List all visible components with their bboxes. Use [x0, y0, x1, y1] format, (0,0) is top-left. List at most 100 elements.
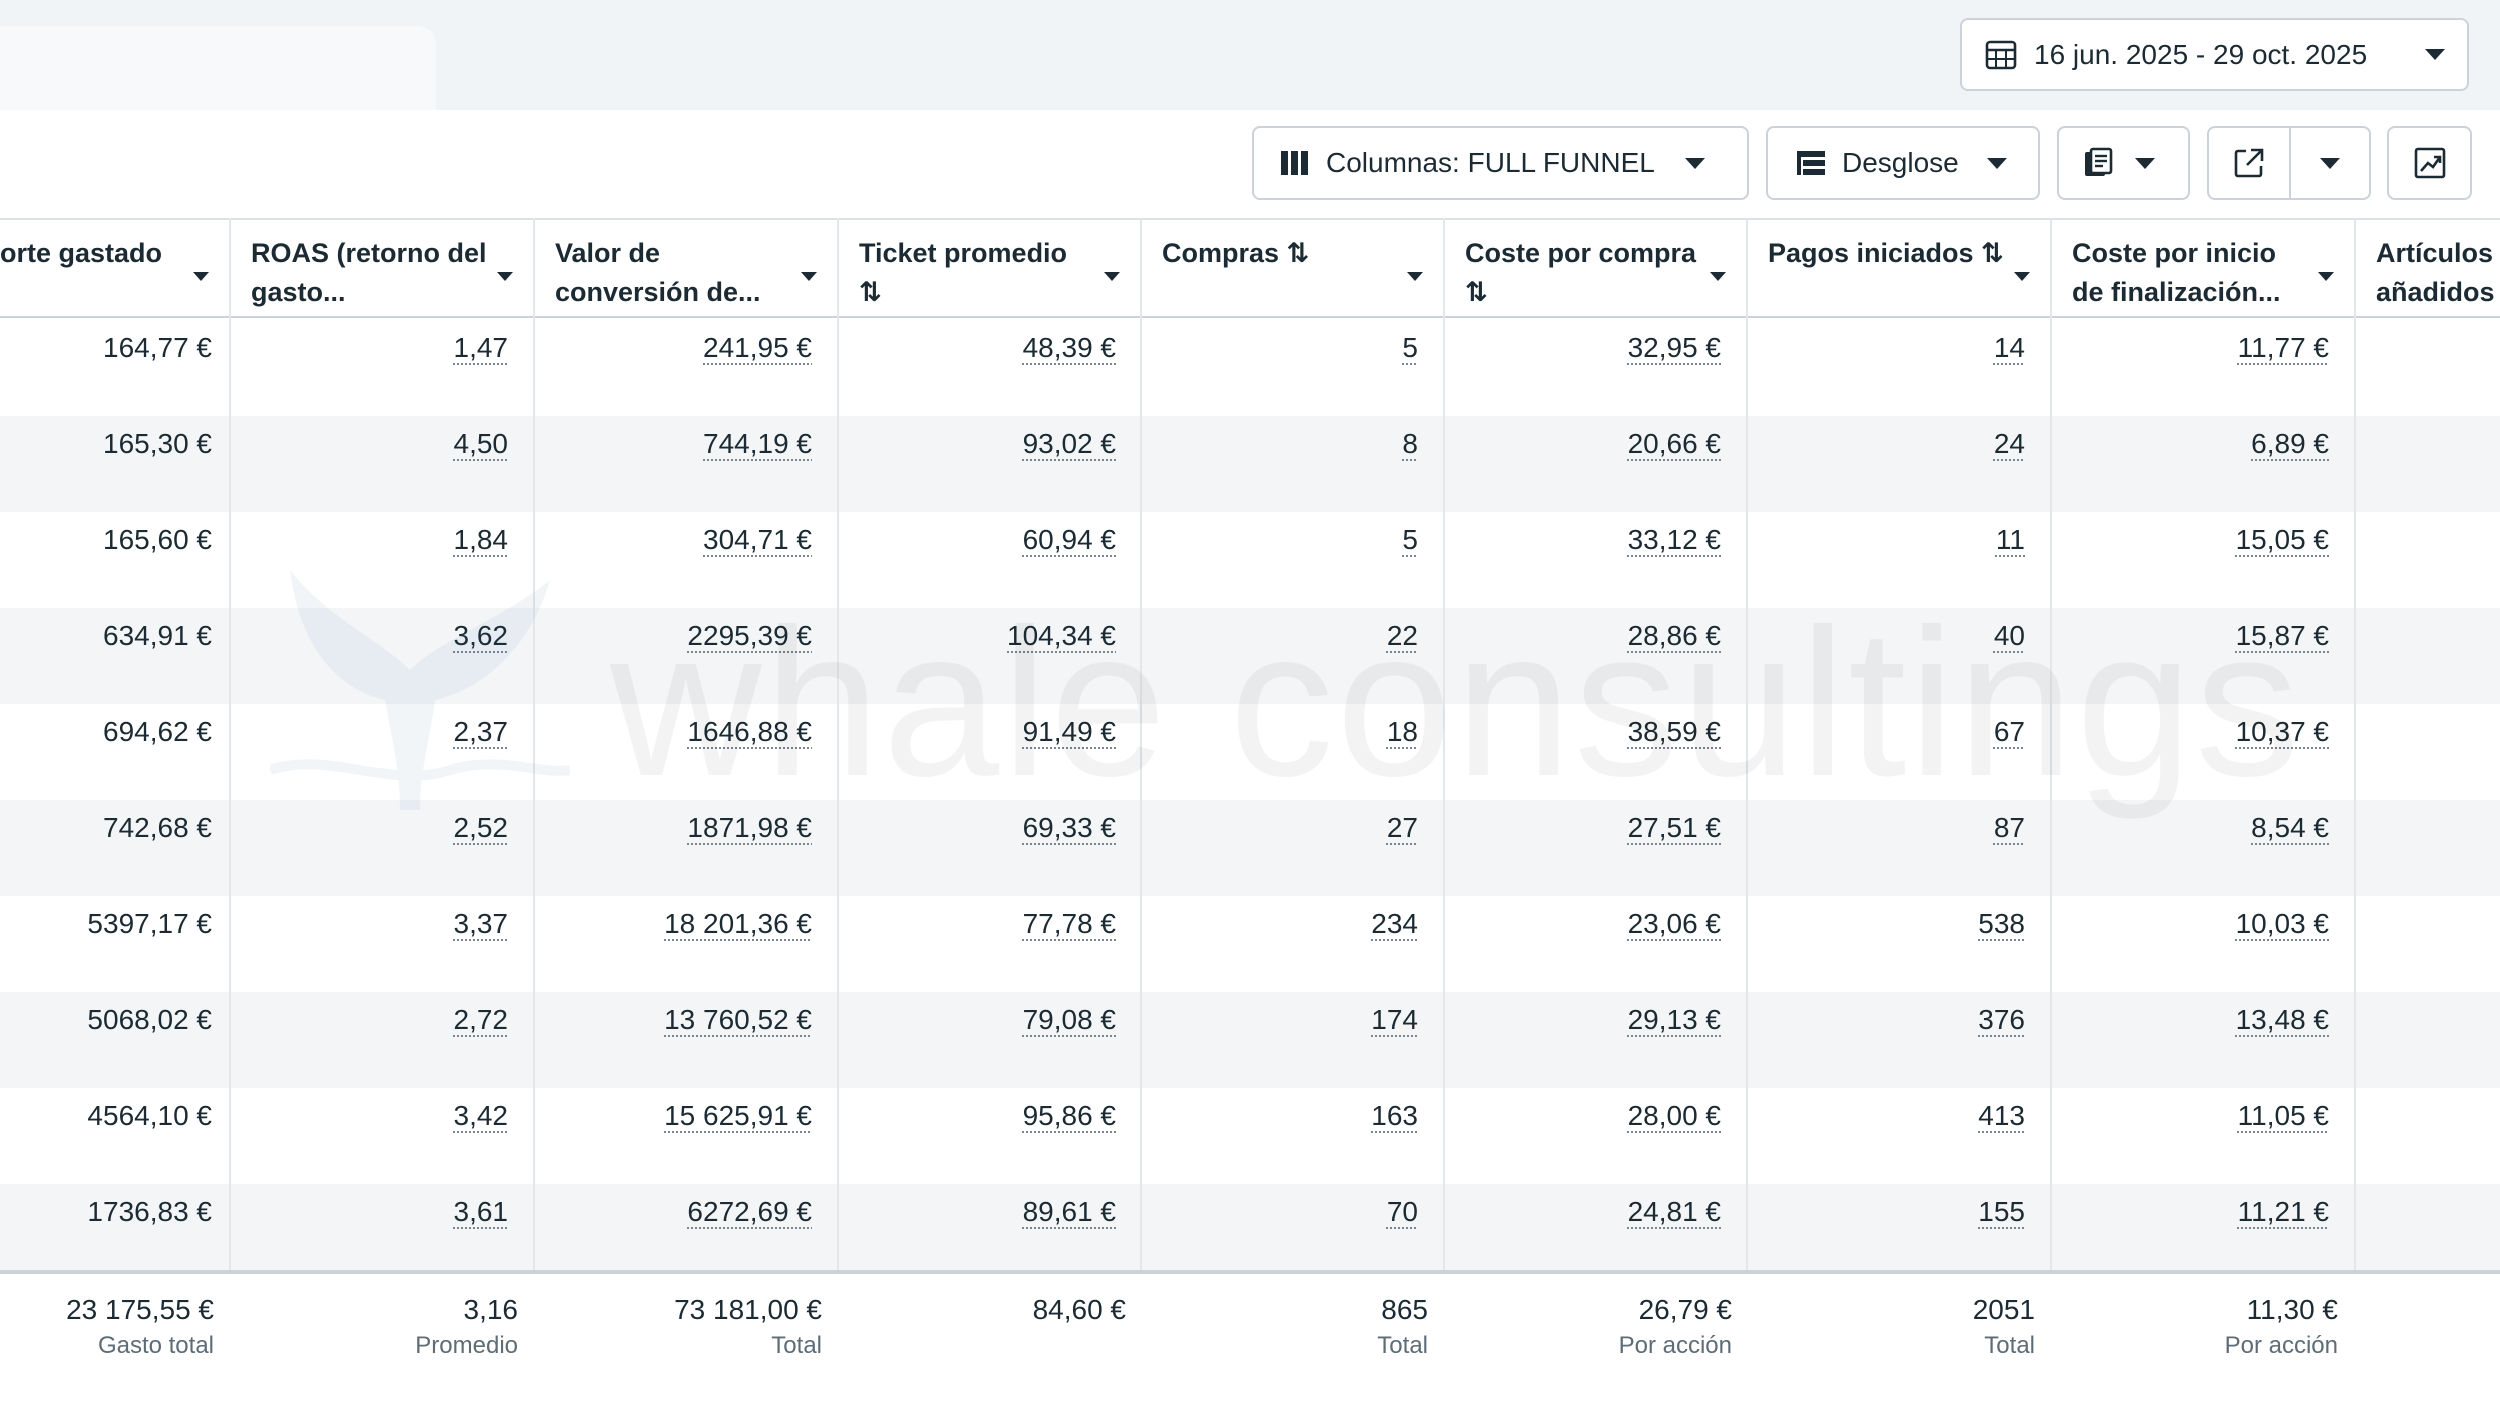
- table-cell[interactable]: 15 625,91 €: [664, 1100, 812, 1131]
- table-cell[interactable]: 23,06 €: [1627, 908, 1721, 939]
- table-cell[interactable]: 91,49 €: [1022, 716, 1116, 747]
- table-cell[interactable]: 13 760,52 €: [664, 1004, 812, 1035]
- table-cell[interactable]: 538: [1978, 908, 2025, 939]
- table-cell[interactable]: 38,59 €: [1627, 716, 1721, 747]
- table-cell[interactable]: 11,21 €: [2237, 1196, 2329, 1227]
- column-header-label: Compras ⇅: [1162, 238, 1310, 268]
- table-cell[interactable]: 60,94 €: [1022, 524, 1116, 555]
- table-cell[interactable]: 93,02 €: [1022, 428, 1116, 459]
- table-cell[interactable]: 241,95 €: [703, 332, 812, 363]
- table-cell[interactable]: 18 201,36 €: [664, 908, 812, 939]
- table-cell[interactable]: 6,89 €: [2251, 428, 2329, 459]
- column-header[interactable]: orte gastado: [0, 220, 229, 320]
- sort-menu-caret-icon[interactable]: [1407, 272, 1423, 281]
- table-cell[interactable]: 95,86 €: [1022, 1100, 1116, 1131]
- table-cell[interactable]: 413: [1978, 1100, 2025, 1131]
- column-header[interactable]: ROAS (retorno del gasto...: [229, 220, 533, 320]
- table-cell[interactable]: 1646,88 €: [687, 716, 812, 747]
- table-cell[interactable]: 3,37: [453, 908, 509, 939]
- table-cell[interactable]: 1,47: [453, 332, 509, 363]
- column-divider: [1443, 218, 1445, 1420]
- table-cell[interactable]: 32,95 €: [1627, 332, 1721, 363]
- table-cell[interactable]: 104,34 €: [1007, 620, 1116, 651]
- sort-menu-caret-icon[interactable]: [2014, 272, 2030, 281]
- table-cell[interactable]: 33,12 €: [1627, 524, 1721, 555]
- breakdown-button[interactable]: Desglose: [1766, 126, 2040, 200]
- chart-button[interactable]: [2387, 126, 2472, 200]
- column-header[interactable]: Pagos iniciados ⇅: [1746, 220, 2050, 320]
- table-cell[interactable]: 48,39 €: [1022, 332, 1116, 363]
- table-cell[interactable]: 5: [1402, 524, 1418, 555]
- table-cell[interactable]: 10,03 €: [2235, 908, 2329, 939]
- table-cell[interactable]: 67: [1993, 716, 2025, 747]
- table-cell[interactable]: 20,66 €: [1627, 428, 1721, 459]
- column-header[interactable]: Valor de conversión de...: [533, 220, 837, 320]
- columns-button[interactable]: Columnas: FULL FUNNEL: [1252, 126, 1749, 200]
- table-cell[interactable]: 2,52: [453, 812, 509, 843]
- table-cell[interactable]: 3,62: [453, 620, 509, 651]
- table-cell[interactable]: 2295,39 €: [687, 620, 812, 651]
- export-button[interactable]: [2209, 128, 2289, 198]
- table-cell[interactable]: 8: [1402, 428, 1418, 459]
- search-area[interactable]: [0, 26, 436, 110]
- table-cell[interactable]: 27: [1386, 812, 1418, 843]
- table-cell[interactable]: 69,33 €: [1022, 812, 1116, 843]
- table-cell[interactable]: 155: [1978, 1196, 2025, 1227]
- table-row: 5068,02 € 2,72 13 760,52 € 79,08 € 174 29,13 …: [0, 992, 2500, 1088]
- column-header[interactable]: Ticket promedio ⇅: [837, 220, 1140, 320]
- table-cell[interactable]: 11,05 €: [2237, 1100, 2329, 1131]
- table-cell[interactable]: 29,13 €: [1627, 1004, 1721, 1035]
- table-cell[interactable]: 1,84: [453, 524, 509, 555]
- table-cell[interactable]: 24: [1993, 428, 2025, 459]
- table-cell[interactable]: 744,19 €: [703, 428, 812, 459]
- table-cell[interactable]: 24,81 €: [1627, 1196, 1721, 1227]
- table-cell[interactable]: 1871,98 €: [687, 812, 812, 843]
- column-header[interactable]: Coste por inicio de finalización...: [2050, 220, 2354, 320]
- table-cell[interactable]: 11,77 €: [2237, 332, 2329, 363]
- table-cell[interactable]: 70: [1386, 1196, 1418, 1227]
- column-header[interactable]: Artículos añadidos: [2354, 220, 2500, 320]
- table-cell[interactable]: 10,37 €: [2235, 716, 2329, 747]
- table-cell[interactable]: 4,50: [453, 428, 509, 459]
- table-cell[interactable]: 27,51 €: [1627, 812, 1721, 843]
- table-cell[interactable]: 163: [1371, 1100, 1418, 1131]
- total-label: Por acción: [2224, 1332, 2338, 1359]
- table-cell[interactable]: 174: [1371, 1004, 1418, 1035]
- column-header[interactable]: Compras ⇅: [1140, 220, 1443, 320]
- sort-menu-caret-icon[interactable]: [497, 272, 513, 281]
- table-cell[interactable]: 77,78 €: [1022, 908, 1116, 939]
- table-cell[interactable]: 22: [1386, 620, 1418, 651]
- table-cell[interactable]: 3,61: [453, 1196, 509, 1227]
- table-cell[interactable]: 234: [1371, 908, 1418, 939]
- export-options-button[interactable]: [2288, 128, 2369, 198]
- table-cell[interactable]: 28,86 €: [1627, 620, 1721, 651]
- table-cell[interactable]: 11: [1995, 524, 2025, 555]
- column-header-label: Coste por compra ⇅: [1465, 238, 1697, 307]
- table-cell[interactable]: 40: [1993, 620, 2025, 651]
- table-cell[interactable]: 87: [1993, 812, 2025, 843]
- table-cell[interactable]: 14: [1993, 332, 2025, 363]
- table-cell[interactable]: 15,05 €: [2235, 524, 2329, 555]
- date-range-picker[interactable]: 16 jun. 2025 - 29 oct. 2025: [1960, 18, 2469, 91]
- table-cell[interactable]: 3,42: [453, 1100, 509, 1131]
- table-cell[interactable]: 89,61 €: [1022, 1196, 1116, 1227]
- table-cell[interactable]: 6272,69 €: [687, 1196, 812, 1227]
- table-cell[interactable]: 18: [1386, 716, 1418, 747]
- sort-menu-caret-icon[interactable]: [1710, 272, 1726, 281]
- reports-button[interactable]: [2057, 126, 2190, 200]
- table-cell[interactable]: 79,08 €: [1022, 1004, 1116, 1035]
- sort-menu-caret-icon[interactable]: [193, 272, 209, 281]
- column-header[interactable]: Coste por compra ⇅: [1443, 220, 1746, 320]
- table-cell[interactable]: 13,48 €: [2235, 1004, 2329, 1035]
- table-cell[interactable]: 376: [1978, 1004, 2025, 1035]
- table-cell[interactable]: 304,71 €: [703, 524, 812, 555]
- table-cell[interactable]: 15,87 €: [2235, 620, 2329, 651]
- table-cell[interactable]: 2,37: [453, 716, 509, 747]
- sort-menu-caret-icon[interactable]: [2318, 272, 2334, 281]
- table-cell[interactable]: 5: [1402, 332, 1418, 363]
- table-cell[interactable]: 8,54 €: [2251, 812, 2329, 843]
- table-cell[interactable]: 2,72: [453, 1004, 509, 1035]
- sort-menu-caret-icon[interactable]: [1104, 272, 1120, 281]
- sort-menu-caret-icon[interactable]: [801, 272, 817, 281]
- table-cell[interactable]: 28,00 €: [1627, 1100, 1721, 1131]
